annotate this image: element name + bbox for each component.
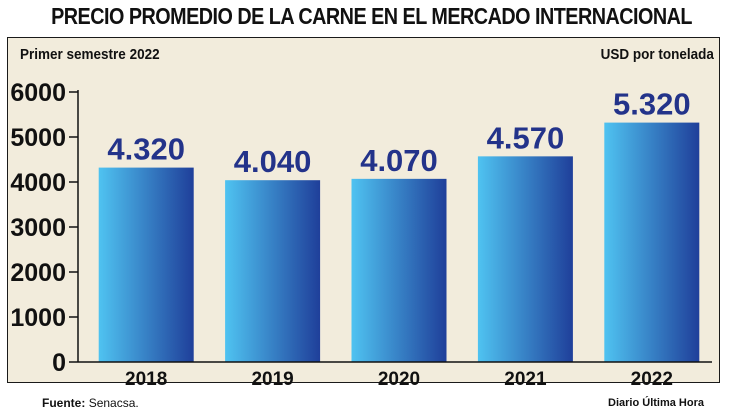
x-tick-label: 2018 <box>125 369 167 390</box>
bar-2022 <box>604 122 700 362</box>
data-label-2022: 5.320 <box>613 87 691 122</box>
data-labels: 4.320 4.040 4.070 4.570 5.320 <box>107 87 690 180</box>
y-axis: 0 1000 2000 3000 4000 5000 6000 <box>10 79 79 377</box>
y-tick-label: 6000 <box>10 79 66 107</box>
source-value: Senacsa. <box>88 396 139 410</box>
data-label-2019: 4.040 <box>234 144 312 179</box>
y-tick-label: 5000 <box>10 124 66 152</box>
x-tick-label: 2020 <box>378 369 420 390</box>
x-tick-label: 2021 <box>504 369 547 390</box>
bar-2021 <box>477 156 573 362</box>
chart-subtitle: Primer semestre 2022 <box>20 46 160 63</box>
x-axis: 2018 2019 2020 2021 2022 <box>78 361 712 390</box>
data-label-2021: 4.570 <box>487 120 565 155</box>
data-label-2018: 4.320 <box>107 132 185 167</box>
y-tick-label: 3000 <box>10 214 66 242</box>
y-tick-label: 4000 <box>10 169 66 197</box>
bar-2020 <box>351 178 447 362</box>
x-tick-label: 2019 <box>251 369 293 390</box>
source-label: Fuente: <box>42 396 86 410</box>
y-tick-label: 1000 <box>10 304 66 332</box>
y-tick-label: 2000 <box>10 259 66 287</box>
bars <box>98 122 700 362</box>
chart-title: PRECIO PROMEDIO DE LA CARNE EN EL MERCAD… <box>51 3 692 29</box>
unit-label: USD por tonelada <box>600 46 714 63</box>
bar-2019 <box>225 180 321 362</box>
y-tick-label: 0 <box>52 349 66 377</box>
bar-2018 <box>98 167 194 362</box>
x-tick-label: 2022 <box>631 369 673 390</box>
credit-note: Diario Última Hora <box>608 397 704 409</box>
data-label-2020: 4.070 <box>360 143 438 178</box>
source-note: Fuente: Senacsa. <box>42 396 139 410</box>
